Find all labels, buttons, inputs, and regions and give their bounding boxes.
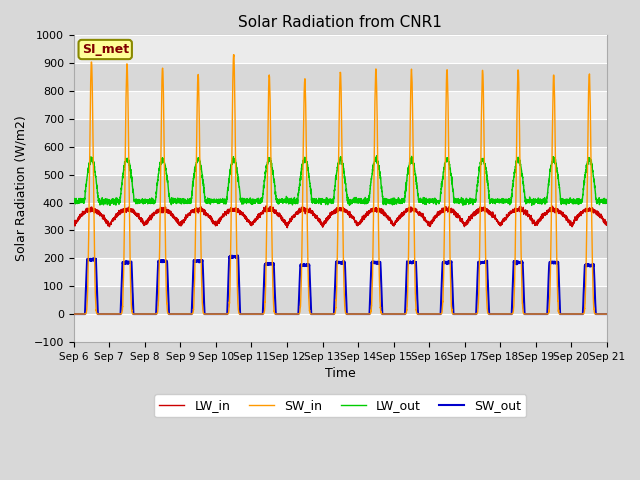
X-axis label: Time: Time xyxy=(325,367,356,380)
SW_out xyxy=(234,252,241,258)
LW_out xyxy=(603,198,611,204)
SW_in xyxy=(602,311,610,317)
LW_out xyxy=(106,203,114,208)
LW_out xyxy=(490,200,498,205)
Bar xyxy=(74,147,607,175)
SW_out xyxy=(602,311,610,317)
SW_in xyxy=(430,311,438,317)
LW_out xyxy=(166,195,173,201)
SW_out xyxy=(603,311,611,317)
SW_out xyxy=(321,311,328,317)
LW_out xyxy=(70,198,77,204)
Line: LW_out: LW_out xyxy=(74,156,607,205)
Legend: LW_in, SW_in, LW_out, SW_out: LW_in, SW_in, LW_out, SW_out xyxy=(154,394,526,417)
LW_in xyxy=(284,225,291,230)
Line: SW_out: SW_out xyxy=(74,255,607,314)
LW_out xyxy=(603,197,611,203)
LW_in xyxy=(490,213,498,219)
LW_in xyxy=(321,218,328,224)
Bar xyxy=(74,203,607,230)
SW_out xyxy=(490,311,498,317)
SW_out xyxy=(430,311,438,317)
Bar xyxy=(74,36,607,63)
LW_in xyxy=(460,220,468,226)
Bar xyxy=(74,258,607,286)
SW_in xyxy=(230,52,237,58)
LW_in xyxy=(70,220,77,226)
SW_in xyxy=(70,311,77,317)
SW_out xyxy=(460,311,468,317)
Y-axis label: Solar Radiation (W/m2): Solar Radiation (W/m2) xyxy=(15,116,28,262)
Line: SW_in: SW_in xyxy=(74,55,607,314)
Line: LW_in: LW_in xyxy=(74,206,607,228)
LW_in xyxy=(262,203,270,209)
Bar xyxy=(74,91,607,119)
LW_out xyxy=(321,200,328,205)
LW_in xyxy=(431,218,438,224)
SW_in xyxy=(490,311,498,317)
Title: Solar Radiation from CNR1: Solar Radiation from CNR1 xyxy=(238,15,442,30)
LW_in xyxy=(603,220,611,226)
LW_in xyxy=(166,209,173,215)
SW_in xyxy=(603,311,611,317)
LW_in xyxy=(603,221,611,227)
SW_in xyxy=(321,311,328,317)
SW_in xyxy=(460,311,468,317)
LW_out xyxy=(431,197,438,203)
Text: SI_met: SI_met xyxy=(82,43,129,56)
Bar xyxy=(74,314,607,342)
SW_out xyxy=(70,311,77,317)
SW_out xyxy=(166,311,173,317)
LW_out xyxy=(460,199,468,204)
SW_in xyxy=(166,311,173,317)
LW_out xyxy=(373,153,381,159)
